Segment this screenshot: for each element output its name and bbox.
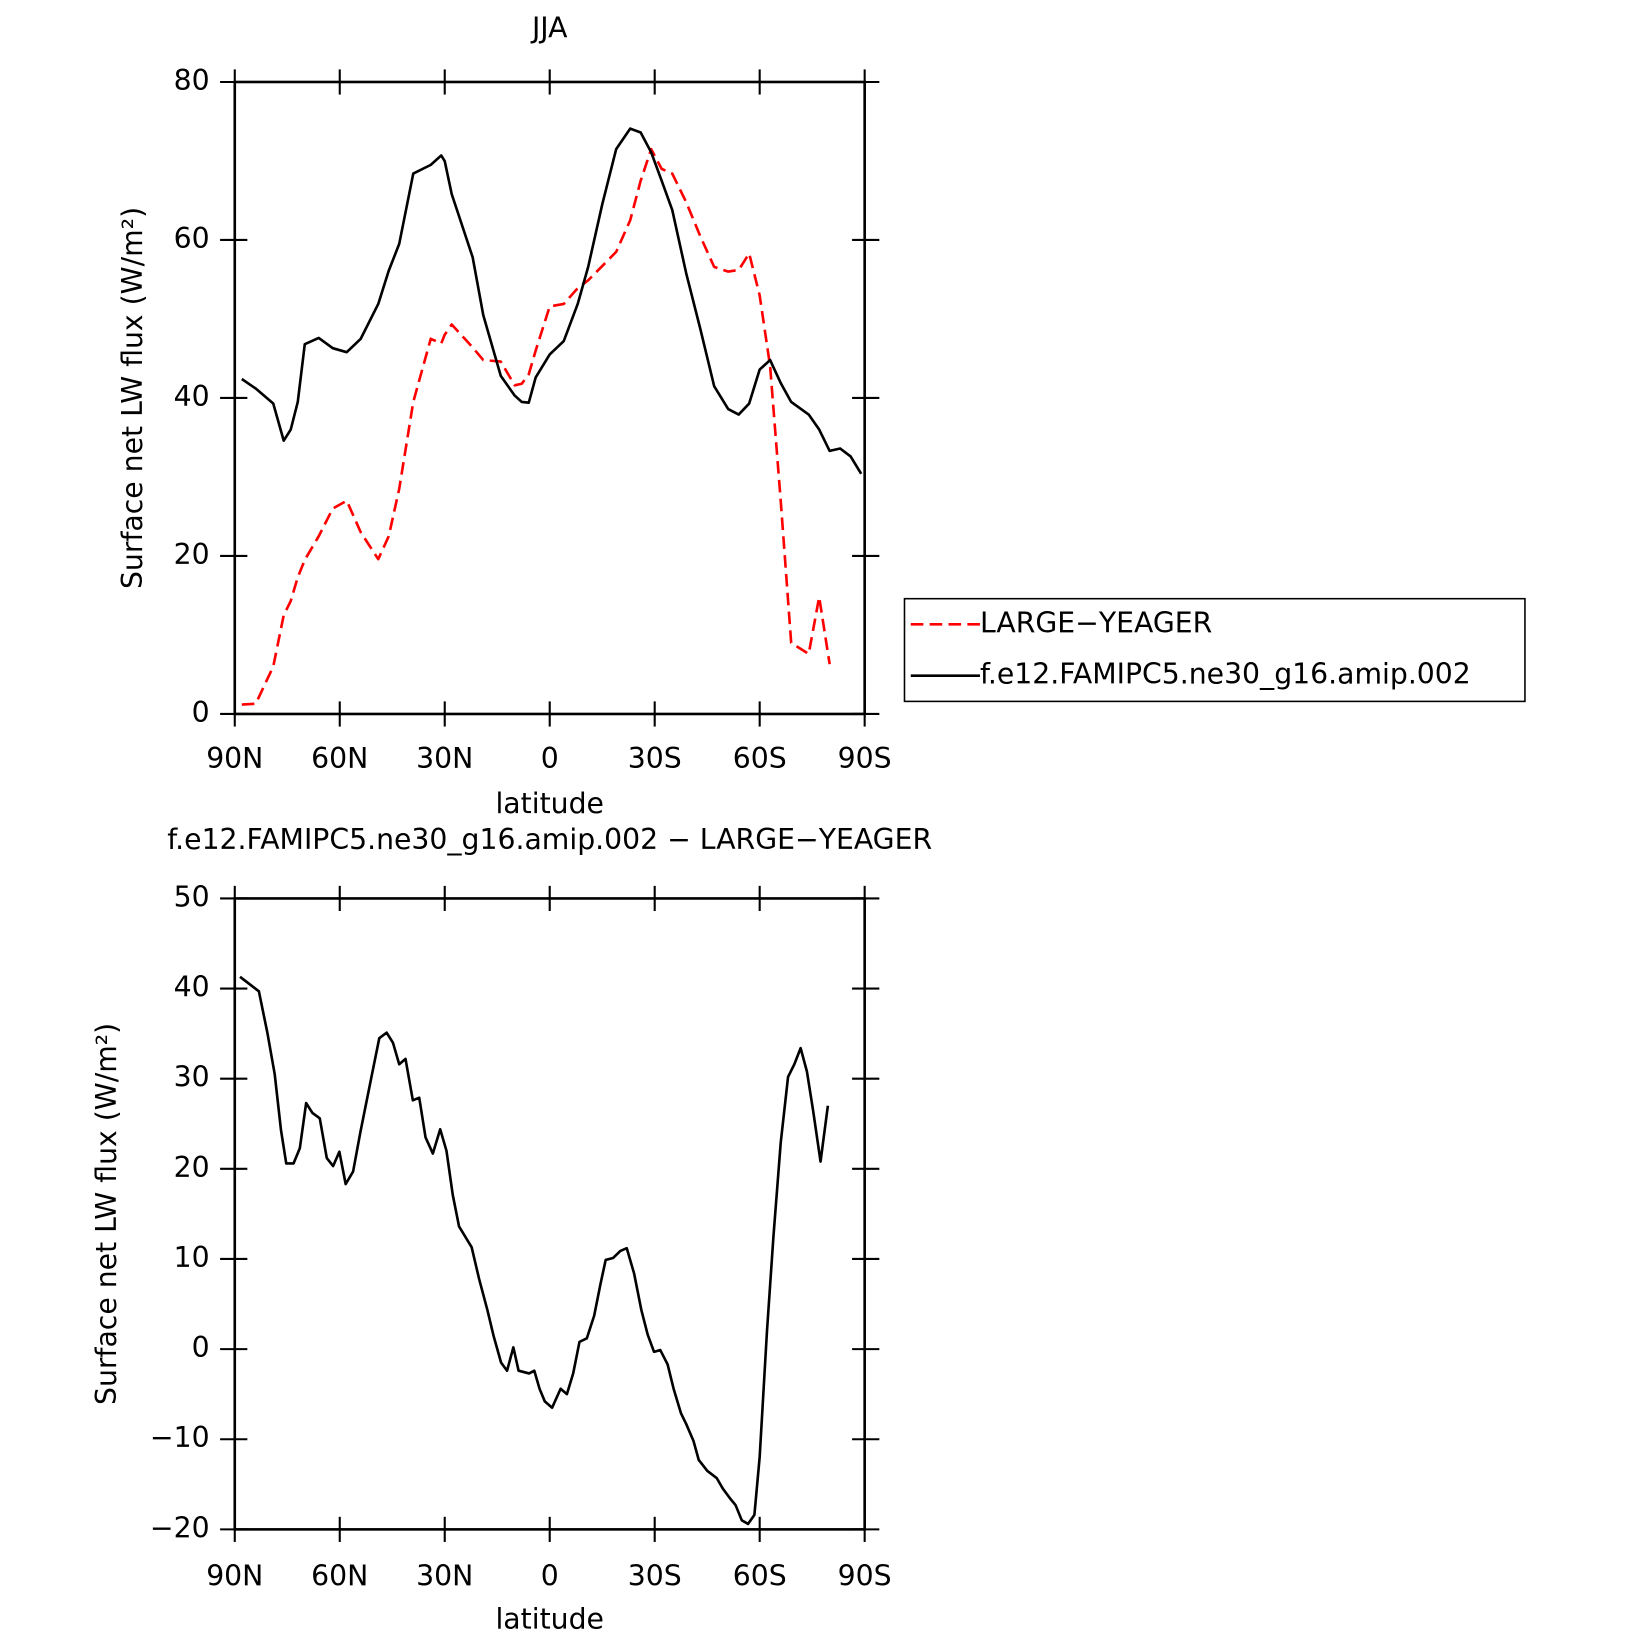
x-tick-label: 60S (733, 1560, 787, 1593)
y-tick-label: 10 (174, 1241, 210, 1274)
x-axis-label: latitude (495, 1603, 604, 1636)
y-tick-label: 50 (174, 880, 210, 913)
y-tick-label: 40 (174, 380, 210, 413)
x-tick-label: 0 (541, 742, 559, 775)
x-tick-label: 90S (838, 1560, 892, 1593)
x-tick-label: 30S (628, 742, 682, 775)
y-tick-label: 0 (192, 1331, 210, 1364)
series-line (241, 127, 863, 475)
x-tick-label: 30S (628, 1560, 682, 1593)
y-tick-label: 20 (174, 1151, 210, 1184)
y-tick-label: 0 (192, 696, 210, 729)
x-tick-label: 90N (206, 1560, 263, 1593)
x-tick-label: 30N (416, 1560, 473, 1593)
x-tick-label: 60N (311, 742, 368, 775)
series-line (239, 975, 830, 1526)
x-tick-label: 90N (206, 742, 263, 775)
y-tick-label: −10 (150, 1421, 210, 1454)
y-tick-label: 30 (174, 1061, 210, 1094)
y-tick-label: −20 (150, 1511, 210, 1544)
series-line (241, 147, 831, 706)
x-tick-label: 30N (416, 742, 473, 775)
plot-frame (233, 897, 866, 1531)
y-tick-label: 20 (174, 538, 210, 571)
legend-label: f.e12.FAMIPC5.ne30_g16.amip.002 (980, 658, 1471, 691)
y-tick-label: 40 (174, 971, 210, 1004)
y-tick-label: 80 (174, 64, 210, 97)
x-axis-label: latitude (495, 787, 604, 820)
legend-box (903, 597, 1526, 703)
y-axis-label: Surface net LW flux (W/m²) (90, 1023, 123, 1405)
x-tick-label: 60S (733, 742, 787, 775)
x-tick-label: 60N (311, 1560, 368, 1593)
chart-title: f.e12.FAMIPC5.ne30_g16.amip.002 − LARGE−… (167, 823, 932, 856)
y-axis-label: Surface net LW flux (W/m²) (116, 207, 149, 589)
chart-title: JJA (530, 12, 568, 45)
plot-frame (233, 80, 866, 716)
legend-label: LARGE−YEAGER (980, 606, 1212, 639)
x-tick-label: 0 (541, 1560, 559, 1593)
x-tick-label: 90S (838, 742, 892, 775)
y-tick-label: 60 (174, 222, 210, 255)
